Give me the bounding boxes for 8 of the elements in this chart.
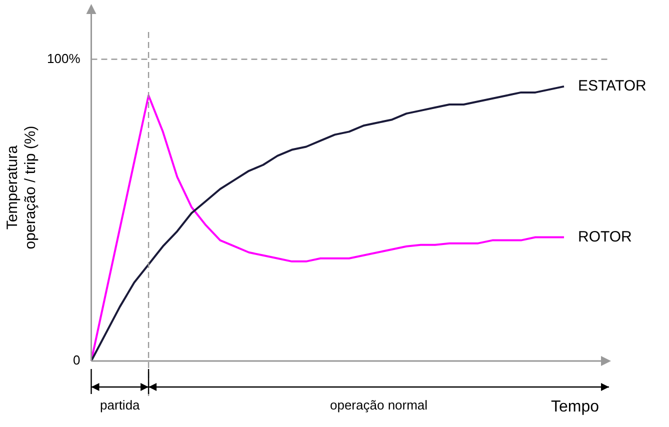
series-label: ROTOR <box>578 228 632 246</box>
text: operação normal <box>330 398 428 413</box>
x-axis-title: Tempo <box>550 398 600 416</box>
y-tick-label: 100% <box>47 50 81 66</box>
series-label: ESTATOR <box>578 78 647 95</box>
y-axis-title: Temperatura operação / trip (%) <box>4 126 40 250</box>
text: partida <box>100 398 141 413</box>
y-tick-label: 0 <box>73 352 80 368</box>
